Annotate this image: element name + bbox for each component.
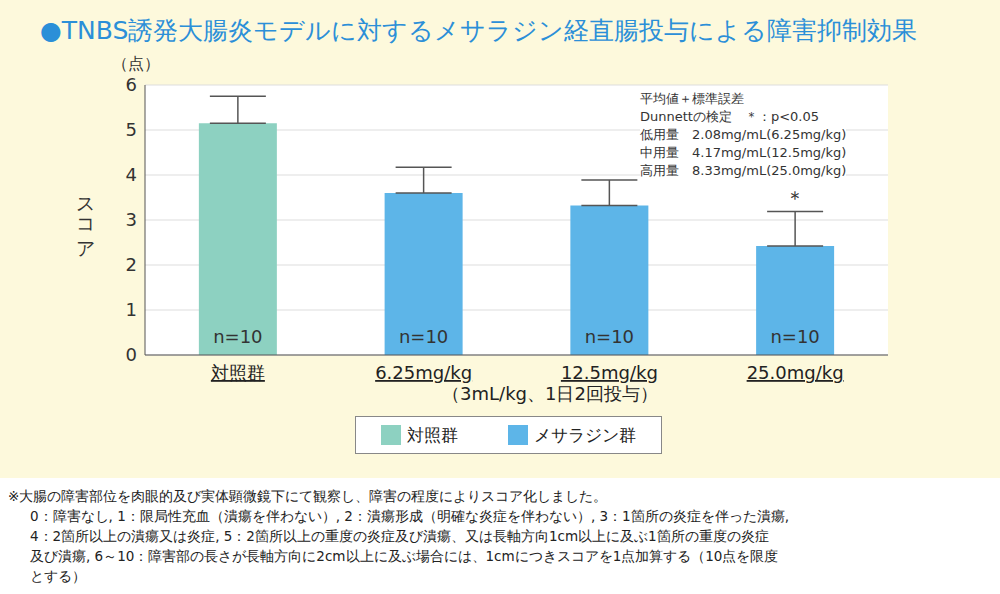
html-text:中用量 4.17mg/mL(12.5mg/kg): 中用量 4.17mg/mL(12.5mg/kg) — [640, 145, 847, 160]
html-text:（点）: （点） — [112, 54, 160, 73]
svg-text:＊: ＊ — [785, 186, 805, 210]
svg-text:3: 3 — [126, 209, 137, 230]
svg-text:4: 4 — [126, 164, 137, 185]
html-text:0：障害なし, 1：限局性充血（潰瘍を伴わない）, 2：潰瘍: 0：障害なし, 1：限局性充血（潰瘍を伴わない）, 2：潰瘍形成（明確な炎症を伴… — [30, 508, 789, 524]
svg-text:2: 2 — [126, 254, 137, 275]
svg-text:n=10: n=10 — [585, 326, 634, 347]
html-text:平均値＋標準誤差: 平均値＋標準誤差 — [640, 91, 744, 106]
svg-text:0: 0 — [126, 344, 137, 365]
html-text:4：2箇所以上の潰瘍又は炎症, 5：2箇所以上の重度の炎症及: 4：2箇所以上の潰瘍又は炎症, 5：2箇所以上の重度の炎症及び潰瘍、又は長軸方向… — [30, 528, 769, 544]
svg-text:n=10: n=10 — [213, 326, 262, 347]
svg-text:5: 5 — [126, 119, 137, 140]
svg-text:6: 6 — [126, 74, 137, 95]
html-text:対照群: 対照群 — [407, 424, 458, 445]
html-text:及び潰瘍, 6～10：障害部の長さが長軸方向に2cm以上に及: 及び潰瘍, 6～10：障害部の長さが長軸方向に2cm以上に及ぶ場合には、1cmに… — [30, 548, 779, 564]
html-text:高用量 8.33mg/mL(25.0mg/kg): 高用量 8.33mg/mL(25.0mg/kg) — [640, 163, 847, 178]
html-text:とする）: とする） — [30, 568, 86, 584]
svg-text:n=10: n=10 — [770, 326, 819, 347]
html-text:低用量 2.08mg/mL(6.25mg/kg): 低用量 2.08mg/mL(6.25mg/kg) — [640, 127, 847, 142]
svg-text:12.5mg/kg: 12.5mg/kg — [561, 362, 658, 383]
svg-text:対照群: 対照群 — [211, 362, 265, 383]
html-text:●TNBS誘発大腸炎モデルに対するメサラジン経直腸投与による: ●TNBS誘発大腸炎モデルに対するメサラジン経直腸投与による障害抑制効果 — [40, 16, 918, 45]
html-text:※大腸の障害部位を肉眼的及び実体顕微鏡下にて観察し、障害の程: ※大腸の障害部位を肉眼的及び実体顕微鏡下にて観察し、障害の程度によりスコア化しま… — [8, 488, 608, 504]
svg-text:n=10: n=10 — [399, 326, 448, 347]
html-text:Dunnettの検定 ＊：p<0.05: Dunnettの検定 ＊：p<0.05 — [640, 109, 819, 124]
html-text:スコア: スコア — [76, 185, 98, 251]
html-text:（3mL/kg、1日2回投与）: （3mL/kg、1日2回投与） — [442, 383, 658, 404]
svg-text:25.0mg/kg: 25.0mg/kg — [747, 362, 844, 383]
svg-text:1: 1 — [126, 299, 137, 320]
html-text:メサラジン群: メサラジン群 — [534, 424, 636, 445]
svg-text:6.25mg/kg: 6.25mg/kg — [375, 362, 472, 383]
